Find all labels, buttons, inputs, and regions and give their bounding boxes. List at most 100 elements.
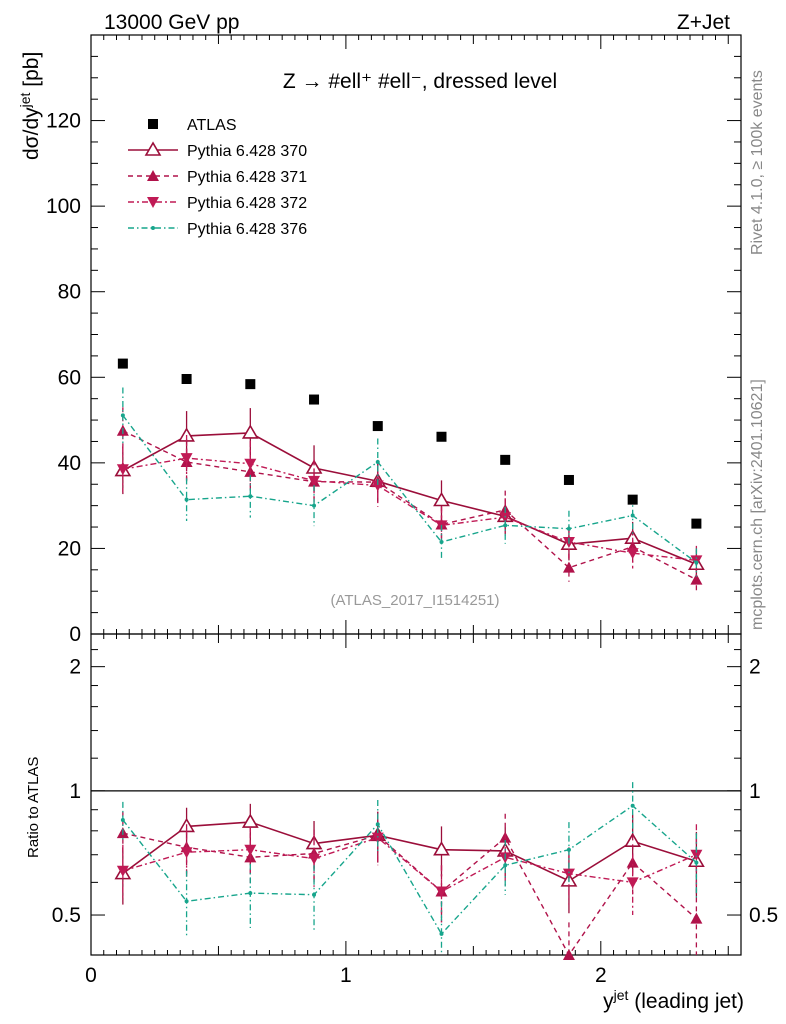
ratio-data-point (503, 863, 508, 868)
ratio-data-point (308, 853, 321, 865)
main-data-point (694, 560, 699, 565)
main-y-tick-label: 0 (69, 623, 81, 646)
legend-label: Pythia 6.428 370 (187, 143, 307, 160)
main-data-point (184, 497, 189, 502)
main-data-point (309, 394, 320, 405)
ratio-data-point (184, 899, 189, 904)
main-y-tick-label: 120 (46, 110, 81, 133)
main-data-point (499, 512, 512, 524)
legend-item-p370: Pythia 6.428 370 (128, 141, 307, 160)
legend-label: Pythia 6.428 376 (187, 221, 307, 238)
main-data-point (626, 548, 639, 560)
main-data-point (244, 458, 257, 470)
main-data-point (436, 431, 447, 442)
main-data-point (308, 475, 321, 487)
ratio-data-point (630, 803, 635, 808)
ratio-data-point (120, 817, 125, 822)
ratio-data-point (690, 849, 703, 861)
ratio-series-pythia-6-428-371 (116, 811, 703, 960)
ratio-data-point (562, 949, 575, 960)
ratio-data-point (566, 847, 571, 852)
ratio-data-point (433, 841, 450, 856)
ratio-series-line (122, 836, 697, 893)
analysis-id-label: (ATLAS_2017_I1514251) (330, 592, 499, 609)
ratio-y-tick-label: 2 (69, 656, 81, 679)
ratio-series-pythia-6-428-372 (116, 813, 703, 923)
main-series-pythia-6-428-372 (116, 435, 703, 575)
ratio-data-point (690, 912, 703, 924)
ratio-data-point (180, 847, 193, 859)
ratio-series-layer (114, 782, 705, 960)
main-data-point (241, 424, 259, 439)
main-series-layer (114, 358, 705, 593)
main-data-point (248, 494, 253, 499)
main-data-point (375, 460, 380, 465)
main-data-point (562, 561, 575, 573)
ratio-data-point (439, 931, 444, 936)
ratio-data-point (626, 877, 639, 889)
main-data-point (691, 518, 702, 529)
ratio-data-point (562, 868, 575, 880)
x-tick-label: 0 (85, 964, 97, 987)
legend: ATLAS Pythia 6.428 370 Pythia 6.428 371 Pyt… (128, 117, 307, 238)
ratio-data-point (241, 813, 259, 828)
ratio-data-point (435, 886, 448, 898)
main-data-point (245, 379, 256, 390)
main-data-point (116, 464, 129, 476)
legend-marker (151, 226, 155, 230)
legend-label: Pythia 6.428 372 (187, 195, 307, 212)
main-data-point (372, 421, 383, 432)
legend-item-atlas: ATLAS (148, 117, 237, 134)
ratio-series-pythia-6-428-370 (114, 803, 705, 914)
main-data-point (500, 454, 511, 465)
ratio-data-point (371, 832, 384, 844)
main-data-point (690, 573, 703, 585)
ratio-series-pythia-6-428-376 (120, 782, 699, 955)
main-y-axis-title: dσ/dyjet [pb] (17, 52, 43, 160)
ratio-data-point (694, 860, 699, 865)
main-y-tick-label: 40 (58, 452, 81, 475)
main-data-point (563, 474, 574, 485)
x-tick-label: 1 (340, 964, 352, 987)
ratio-y-tick-label-right: 0.5 (749, 904, 778, 927)
main-data-point (181, 373, 192, 384)
legend-item-p372: Pythia 6.428 372 (128, 195, 307, 212)
x-axis-title: yjet (leading jet) (603, 987, 744, 1013)
ratio-data-point (116, 865, 129, 877)
ratio-y-tick-label: 0.5 (52, 904, 81, 927)
main-data-point (566, 526, 571, 531)
header-energy-label: 13000 GeV pp (104, 11, 239, 34)
legend-label: ATLAS (187, 117, 237, 134)
main-series-line (122, 430, 697, 581)
main-data-point (433, 491, 450, 507)
mcplots-label: mcplots.cern.ch [arXiv:2401.10621] (749, 379, 766, 630)
header-process-label: Z+Jet (677, 11, 730, 34)
plot-title: Z → #ell⁺ #ell⁻, dressed level (283, 70, 557, 93)
ratio-data-point (375, 822, 380, 827)
legend-marker (144, 141, 162, 156)
main-data-point (630, 513, 635, 518)
legend-item-p376: Pythia 6.428 376 (128, 221, 307, 238)
main-data-point (503, 523, 508, 528)
ratio-y-tick-label-right: 2 (749, 656, 761, 679)
main-data-point (120, 413, 125, 418)
rivet-label: Rivet 4.1.0, ≥ 100k events (749, 70, 766, 255)
main-data-point (371, 480, 384, 492)
ratio-data-point (244, 844, 257, 856)
legend-label: Pythia 6.428 371 (187, 169, 307, 186)
main-data-point (439, 540, 444, 545)
main-series-line (122, 414, 697, 564)
ratio-data-point (312, 892, 317, 897)
main-y-tick-label: 60 (58, 366, 81, 389)
ratio-data-point (248, 891, 253, 896)
ratio-series-line (122, 804, 697, 936)
main-series-line (122, 457, 697, 562)
main-series-atlas (117, 358, 702, 529)
legend-marker (147, 197, 159, 208)
x-tick-label: 2 (595, 964, 607, 987)
main-y-tick-label: 80 (58, 281, 81, 304)
main-series-pythia-6-428-376 (120, 387, 699, 577)
ratio-y-axis-title: Ratio to ATLAS (25, 757, 42, 858)
main-data-point (627, 494, 638, 505)
